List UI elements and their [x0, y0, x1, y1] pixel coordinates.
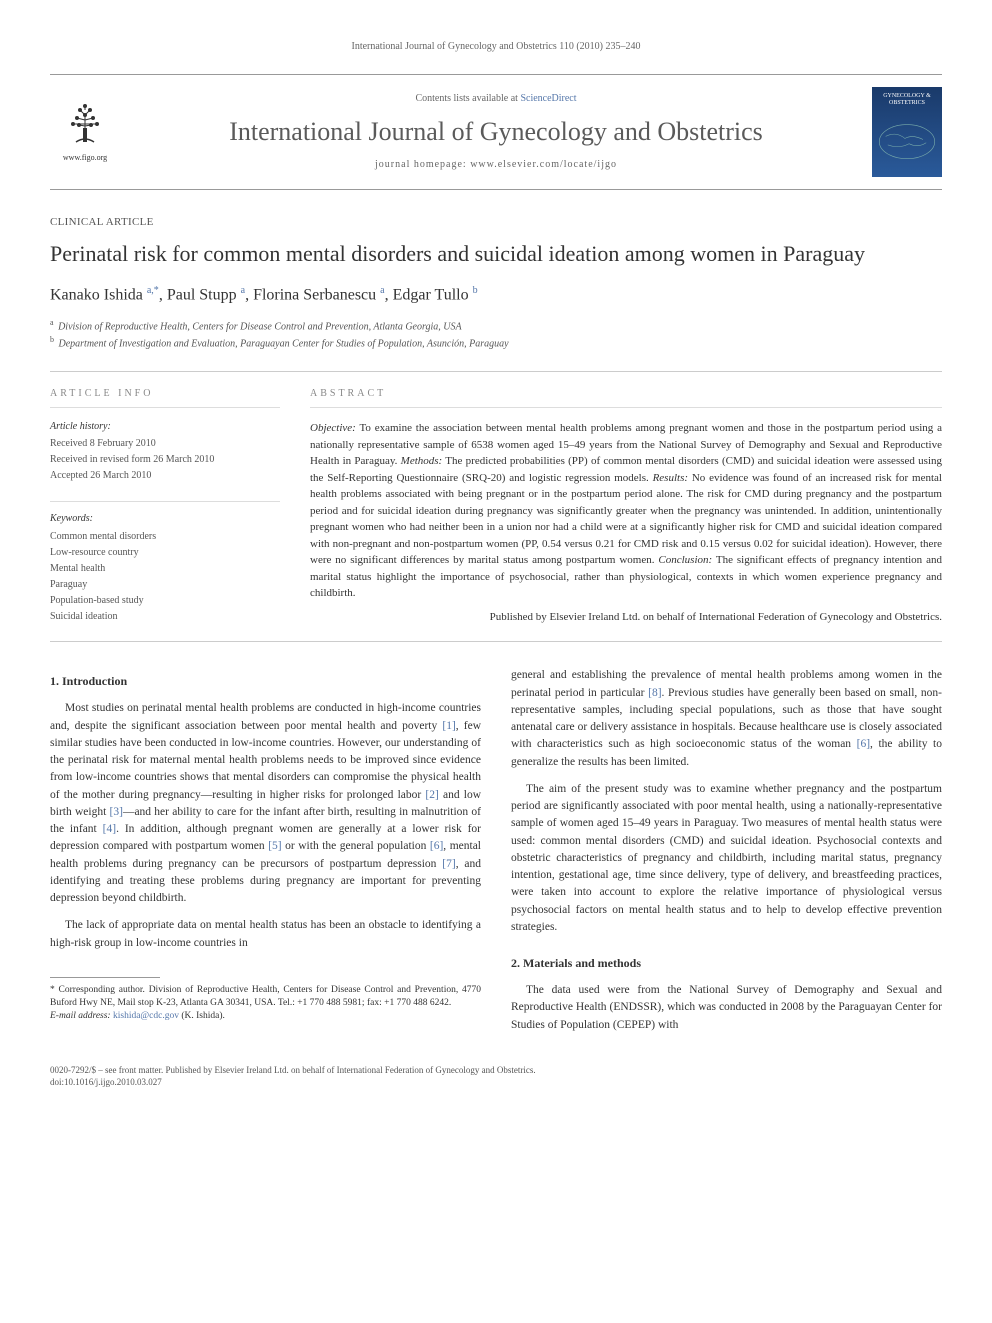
footer-line-2: doi:10.1016/j.ijgo.2010.03.027: [50, 1076, 942, 1089]
cover-title: GYNECOLOGY & OBSTETRICS: [875, 93, 939, 107]
page-footer: 0020-7292/$ – see front matter. Publishe…: [50, 1064, 942, 1089]
affiliation-line: a Division of Reproductive Health, Cente…: [50, 317, 942, 334]
email-line: E-mail address: kishida@cdc.gov (K. Ishi…: [50, 1010, 481, 1023]
body-column-right: general and establishing the prevalence …: [511, 667, 942, 1044]
keywords-heading: Keywords:: [50, 501, 280, 526]
journal-header: www.figo.org Contents lists available at…: [50, 74, 942, 190]
abstract-column: ABSTRACT Objective: To examine the assoc…: [310, 387, 942, 626]
figo-tree-icon: [60, 100, 110, 150]
footer-line-1: 0020-7292/$ – see front matter. Publishe…: [50, 1064, 942, 1077]
keyword: Common mental disorders: [50, 530, 280, 544]
history-line: Received 8 February 2010: [50, 437, 280, 451]
keyword: Low-resource country: [50, 546, 280, 560]
methods-paragraph-1: The data used were from the National Sur…: [511, 982, 942, 1034]
journal-homepage: journal homepage: www.elsevier.com/locat…: [140, 158, 852, 172]
intro-paragraph-1: Most studies on perinatal mental health …: [50, 700, 481, 907]
col2-paragraph-2: The aim of the present study was to exam…: [511, 781, 942, 936]
abstract-text: Objective: To examine the association be…: [310, 420, 942, 602]
contents-available-line: Contents lists available at ScienceDirec…: [140, 92, 852, 106]
running-header: International Journal of Gynecology and …: [50, 40, 942, 54]
email-link[interactable]: kishida@cdc.gov: [113, 1011, 179, 1021]
journal-header-center: Contents lists available at ScienceDirec…: [140, 92, 852, 172]
article-info: ARTICLE INFO Article history: Received 8…: [50, 387, 280, 626]
contents-prefix: Contents lists available at: [415, 93, 520, 104]
corresponding-author-footnote: * Corresponding author. Division of Repr…: [50, 984, 481, 1024]
intro-paragraph-2: The lack of appropriate data on mental h…: [50, 917, 481, 952]
email-author-name: (K. Ishida).: [181, 1011, 225, 1021]
keyword: Suicidal ideation: [50, 610, 280, 624]
article-title: Perinatal risk for common mental disorde…: [50, 240, 942, 269]
authors: Kanako Ishida a,*, Paul Stupp a, Florina…: [50, 284, 942, 307]
journal-name: International Journal of Gynecology and …: [140, 114, 852, 150]
journal-cover-thumbnail: GYNECOLOGY & OBSTETRICS: [872, 87, 942, 177]
body-column-left: 1. Introduction Most studies on perinata…: [50, 667, 481, 1044]
article-info-heading: ARTICLE INFO: [50, 387, 280, 408]
history-line: Received in revised form 26 March 2010: [50, 453, 280, 467]
corresponding-author-text: * Corresponding author. Division of Repr…: [50, 984, 481, 1011]
keyword: Paraguay: [50, 578, 280, 592]
affiliations: a Division of Reproductive Health, Cente…: [50, 317, 942, 352]
article-type: CLINICAL ARTICLE: [50, 215, 942, 230]
cover-map-icon: [875, 115, 939, 168]
footnote-separator: [50, 977, 160, 978]
affiliation-line: b Department of Investigation and Evalua…: [50, 334, 942, 351]
section-heading-intro: 1. Introduction: [50, 672, 481, 690]
abstract-heading: ABSTRACT: [310, 387, 942, 408]
publisher-line: Published by Elsevier Ireland Ltd. on be…: [310, 610, 942, 625]
email-label: E-mail address:: [50, 1011, 111, 1021]
keyword: Mental health: [50, 562, 280, 576]
sciencedirect-link[interactable]: ScienceDirect: [520, 93, 576, 104]
history-line: Accepted 26 March 2010: [50, 469, 280, 483]
article-history-heading: Article history:: [50, 420, 280, 434]
figo-url: www.figo.org: [63, 152, 107, 163]
keyword: Population-based study: [50, 594, 280, 608]
info-abstract-row: ARTICLE INFO Article history: Received 8…: [50, 371, 942, 642]
col2-paragraph-1: general and establishing the prevalence …: [511, 667, 942, 771]
figo-logo: www.figo.org: [50, 97, 120, 167]
section-heading-methods: 2. Materials and methods: [511, 954, 942, 972]
body-columns: 1. Introduction Most studies on perinata…: [50, 667, 942, 1044]
